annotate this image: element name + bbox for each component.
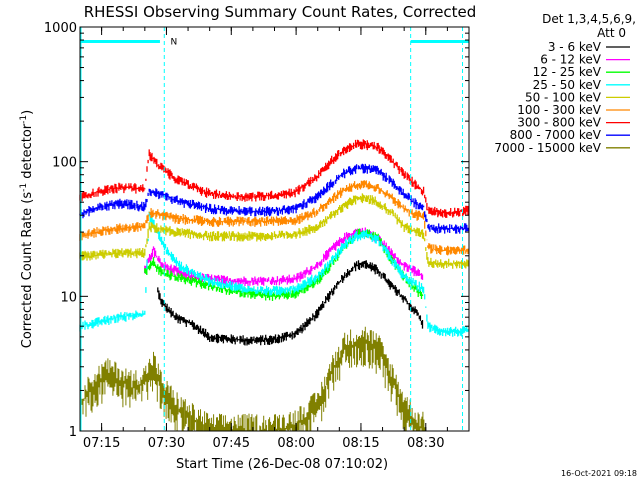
x-tick-label: 07:30 xyxy=(148,436,185,451)
chart-title: RHESSI Observing Summary Count Rates, Co… xyxy=(84,3,477,21)
legend-label: 25 - 50 keV xyxy=(533,78,602,92)
x-tick-label: 08:30 xyxy=(407,436,444,451)
y-tick-label: 100 xyxy=(52,156,77,171)
series-line xyxy=(157,260,424,346)
series-3-6-kev xyxy=(157,260,424,346)
legend-label: 300 - 800 keV xyxy=(517,116,601,130)
legend-label: 12 - 25 keV xyxy=(533,65,602,79)
legend-label: 50 - 100 keV xyxy=(525,90,602,104)
y-tick-label: 10 xyxy=(60,290,77,305)
y-axis-label: Corrected Count Rate (s-1 detector-1) xyxy=(19,110,35,348)
annotation-0: N xyxy=(170,38,177,48)
legend-label: 800 - 7000 keV xyxy=(510,128,602,142)
x-tick-label: 07:15 xyxy=(83,436,120,451)
overlay-layer: N xyxy=(80,27,469,431)
x-tick-label: 08:00 xyxy=(277,436,314,451)
legend-header-line2: Att 0 xyxy=(597,26,626,40)
legend-label: 100 - 300 keV xyxy=(517,103,601,117)
x-tick-label: 07:45 xyxy=(213,436,250,451)
y-axis-label-exp1: -1 xyxy=(19,183,29,192)
y-axis: 1 10 100 1000 xyxy=(44,21,469,440)
series-layer xyxy=(79,139,469,431)
y-tick-label: 1 xyxy=(69,425,77,440)
legend-label: 7000 - 15000 keV xyxy=(494,141,601,155)
y-axis-label-part3: ) xyxy=(20,110,35,115)
timestamp-label: 16-Oct-2021 09:18 xyxy=(561,469,637,478)
y-axis-label-part1: Corrected Count Rate (s xyxy=(20,192,35,349)
y-axis-label-part2: detector xyxy=(20,123,35,183)
legend-header-line1: Det 1,3,4,5,6,9, xyxy=(542,12,636,26)
legend-label: 6 - 12 keV xyxy=(540,53,602,67)
y-tick-label: 1000 xyxy=(44,21,77,36)
x-axis: 07:15 07:30 07:45 08:00 08:15 08:30 xyxy=(79,27,470,451)
x-tick-label: 08:15 xyxy=(342,436,379,451)
legend-label: 3 - 6 keV xyxy=(548,40,602,54)
x-axis-label: Start Time (26-Dec-08 07:10:02) xyxy=(176,457,388,472)
y-axis-label-exp2: -1 xyxy=(19,115,29,124)
